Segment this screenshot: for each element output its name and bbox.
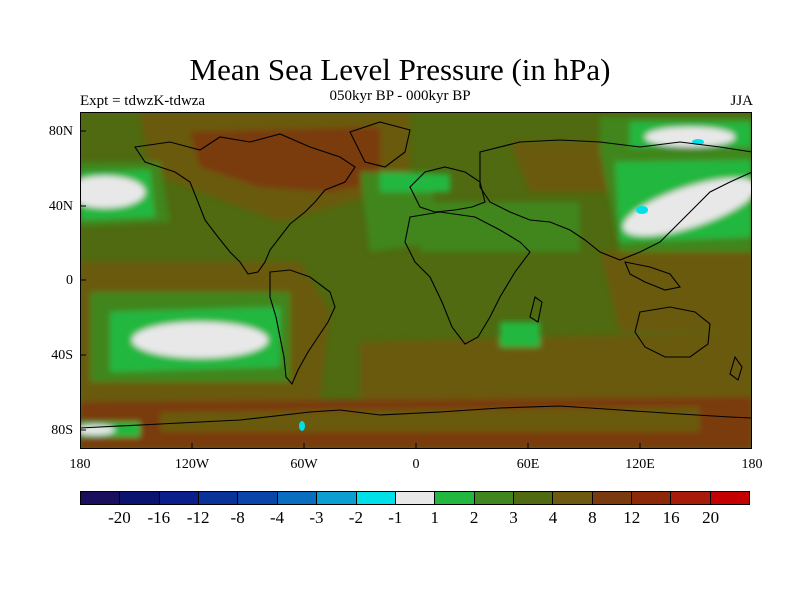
lat-label-80s: 80S: [51, 423, 73, 438]
lon-label-60w: 60W: [290, 457, 318, 472]
field-cyan-south-atlantic: [299, 421, 305, 431]
field-near-zero-south-pacific: [132, 322, 268, 358]
colorbar-label: -3: [309, 508, 324, 527]
coastline-southeast-asia-islands: [624, 261, 681, 291]
colorbar-label: 12: [623, 508, 641, 527]
colorbar-swatch: [81, 492, 121, 504]
map-svg: [80, 112, 752, 449]
pressure-map: [80, 112, 752, 449]
lat-label-80n: 80N: [48, 124, 73, 139]
colorbar-label: -2: [348, 508, 363, 527]
lon-label-0: 0: [412, 457, 420, 472]
coastline-africa: [404, 211, 531, 345]
colorbar-swatch: [553, 492, 593, 504]
colorbar-swatch: [238, 492, 278, 504]
colorbar-label: -8: [230, 508, 245, 527]
coastline-australia: [634, 306, 711, 358]
colorbar-label: -4: [269, 508, 285, 527]
colorbar-label: 3: [509, 508, 518, 527]
coastline-south-america: [269, 269, 336, 386]
colorbar: [80, 491, 750, 505]
colorbar-swatch: [199, 492, 239, 504]
chart-title: Mean Sea Level Pressure (in hPa): [189, 52, 611, 87]
lon-label-180-right: 180: [741, 457, 763, 472]
colorbar-swatch: [592, 492, 633, 504]
colorbar-label: -20: [108, 508, 131, 527]
colorbar-swatch: [632, 492, 672, 504]
lat-label-40n: 40N: [48, 199, 73, 214]
colorbar-label: 4: [548, 508, 558, 527]
coastline-new-zealand: [729, 355, 743, 381]
colorbar-swatch: [159, 492, 200, 504]
colorbar-swatch: [277, 492, 318, 504]
coastline-north-america: [134, 133, 356, 275]
field-brown-pacific-east: [600, 242, 752, 332]
colorbar-swatch: [356, 492, 396, 504]
lat-label-40s: 40S: [51, 348, 73, 363]
field-cyan-northwest-pacific: [636, 206, 648, 214]
colorbar-swatch: [120, 492, 160, 504]
field-brownred-north-america: [190, 127, 380, 192]
coastline-europe: [409, 166, 486, 213]
colorbar-label: 2: [469, 508, 479, 527]
field-near-zero-arctic: [645, 127, 735, 147]
colorbar-label: -12: [186, 508, 210, 527]
field-green-africa: [420, 202, 580, 252]
colorbar-label: -1: [388, 508, 403, 527]
colorbar-label: 20: [702, 508, 720, 527]
colorbar-swatch: [513, 492, 554, 504]
colorbar-swatch: [435, 492, 475, 504]
colorbar-swatch: [395, 492, 436, 504]
map-ticks: [80, 130, 641, 449]
colorbar-swatch: [710, 492, 750, 504]
lon-label-60e: 60E: [516, 457, 540, 472]
field-near-zero-north-pacific: [80, 176, 145, 208]
colorbar-swatch: [671, 492, 711, 504]
colorbar-label: 16: [662, 508, 680, 527]
colorbar-swatch: [474, 492, 514, 504]
pressure-field: [80, 112, 752, 449]
field-brightgreen-east-africa: [500, 322, 540, 347]
time-range-label: 050kyr BP - 000kyr BP: [329, 88, 471, 104]
lon-label-120w: 120W: [174, 457, 210, 472]
colorbar-label: 1: [430, 508, 439, 527]
lat-label-0: 0: [66, 273, 73, 288]
coastline-antarctica: [80, 405, 752, 429]
colorbar-label: -16: [147, 508, 171, 527]
coastline-greenland: [349, 121, 411, 168]
experiment-label: Expt = tdwzK-tdwza: [80, 93, 206, 109]
colorbar-swatch: [317, 492, 357, 504]
coastlines: [80, 121, 752, 429]
lon-label-120e: 120E: [625, 457, 655, 472]
season-label: JJA: [730, 93, 753, 109]
coastline-madagascar: [529, 296, 543, 323]
field-near-zero-northwest-pacific: [623, 178, 752, 236]
coastline-asia: [479, 139, 752, 261]
colorbar-label: 8: [588, 508, 597, 527]
lon-label-180-left: 180: [69, 457, 91, 472]
